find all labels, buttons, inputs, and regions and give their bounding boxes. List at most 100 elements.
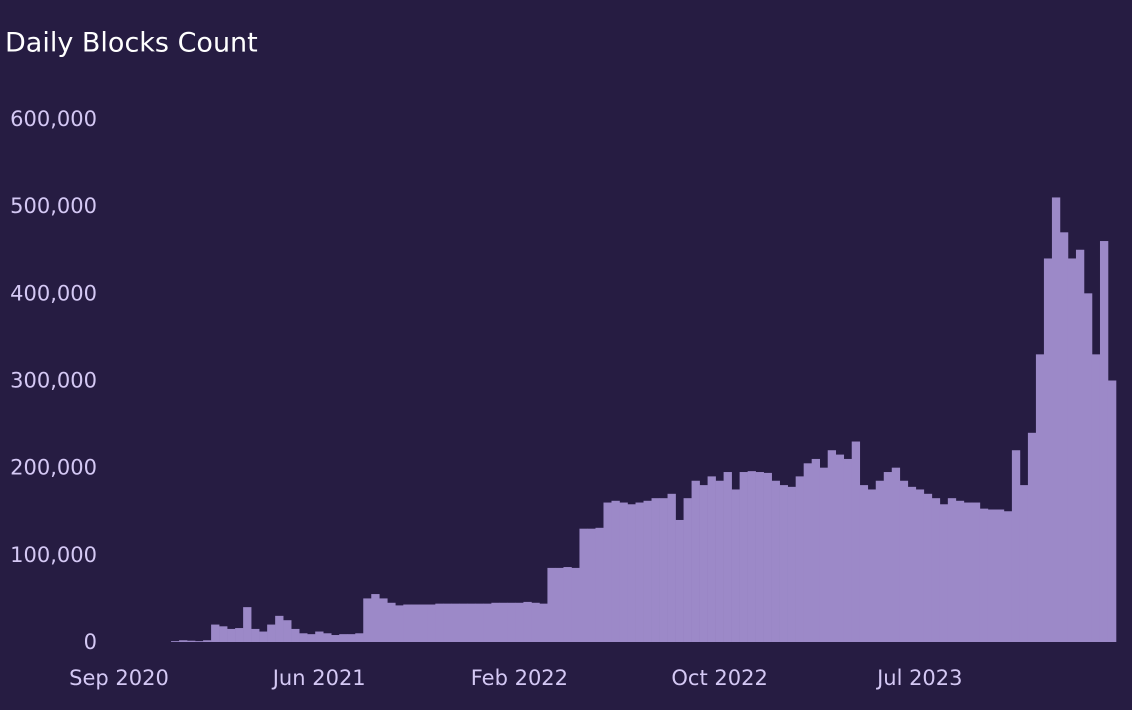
bar <box>803 463 812 642</box>
y-tick-label: 300,000 <box>10 369 97 393</box>
y-tick-label: 400,000 <box>10 281 97 305</box>
bar <box>251 628 260 642</box>
bar <box>1027 432 1037 642</box>
bar <box>915 489 925 642</box>
bar <box>747 471 756 642</box>
bar <box>595 527 604 642</box>
bar <box>587 528 596 642</box>
bar <box>243 607 252 642</box>
bar <box>1043 258 1053 642</box>
bar <box>371 594 380 642</box>
bar <box>931 498 941 642</box>
bar <box>699 485 708 642</box>
bar <box>731 489 740 642</box>
bar <box>1003 511 1013 642</box>
bar <box>1011 450 1021 642</box>
bar <box>947 498 957 642</box>
bar <box>739 472 748 642</box>
bar <box>459 603 468 642</box>
bar <box>227 628 236 642</box>
bar <box>651 498 660 642</box>
bar <box>307 634 316 642</box>
bar <box>531 602 540 642</box>
bar <box>355 633 364 642</box>
bar <box>563 567 572 642</box>
bar <box>771 480 780 642</box>
bar <box>811 458 821 642</box>
bar <box>819 467 829 642</box>
bar <box>339 634 348 642</box>
bar <box>755 472 764 642</box>
bar <box>659 498 668 642</box>
bar <box>923 493 933 642</box>
bar <box>195 641 204 642</box>
bar <box>939 504 949 642</box>
bar <box>539 603 548 642</box>
bar <box>643 500 652 642</box>
bar <box>571 567 580 642</box>
bar <box>547 567 556 642</box>
bar <box>443 603 452 642</box>
bar <box>235 628 244 642</box>
bar <box>683 498 692 642</box>
bar <box>851 441 861 642</box>
bar <box>795 476 804 642</box>
x-tick-label: Oct 2022 <box>671 666 767 690</box>
bar <box>411 604 420 642</box>
bar <box>667 493 676 642</box>
bar <box>955 500 965 642</box>
bar <box>211 624 220 642</box>
bar <box>579 528 588 642</box>
bar <box>603 502 612 642</box>
bar <box>275 615 284 642</box>
y-tick-label: 0 <box>84 630 97 654</box>
bar <box>691 480 700 642</box>
bar <box>395 605 404 642</box>
bar <box>827 450 837 642</box>
bar <box>483 603 492 642</box>
bar <box>1083 293 1093 642</box>
bar <box>491 602 500 642</box>
bar <box>707 476 716 642</box>
bar <box>723 472 732 642</box>
bar <box>867 489 877 642</box>
bar <box>715 480 724 642</box>
bar <box>611 500 620 642</box>
bar <box>1035 354 1045 642</box>
bar <box>963 502 973 642</box>
bar <box>907 486 917 642</box>
bar <box>291 628 300 642</box>
bar <box>843 458 853 642</box>
bar <box>859 485 869 642</box>
bar <box>1107 380 1117 642</box>
bar <box>171 641 180 642</box>
x-tick-label: Jun 2021 <box>271 666 366 690</box>
bar <box>499 602 508 642</box>
bar <box>971 502 981 642</box>
bar <box>267 624 276 642</box>
x-tick-label: Sep 2020 <box>69 666 169 690</box>
bar <box>1059 232 1069 643</box>
bar <box>555 567 564 642</box>
bar <box>451 603 460 642</box>
bar <box>507 602 516 642</box>
bar <box>435 603 444 642</box>
bar <box>675 519 684 642</box>
bar <box>899 480 909 642</box>
bar <box>299 633 308 642</box>
bar <box>363 598 372 642</box>
bar <box>763 472 772 642</box>
bar <box>1067 258 1077 642</box>
bar <box>347 634 356 642</box>
bar <box>515 602 524 642</box>
bar <box>627 504 636 642</box>
bar <box>203 640 212 642</box>
bar <box>403 604 412 642</box>
chart-title: Daily Blocks Count <box>5 28 258 59</box>
bar <box>179 640 188 642</box>
bar <box>331 635 340 642</box>
bar <box>979 508 989 642</box>
y-tick-label: 100,000 <box>10 543 97 567</box>
